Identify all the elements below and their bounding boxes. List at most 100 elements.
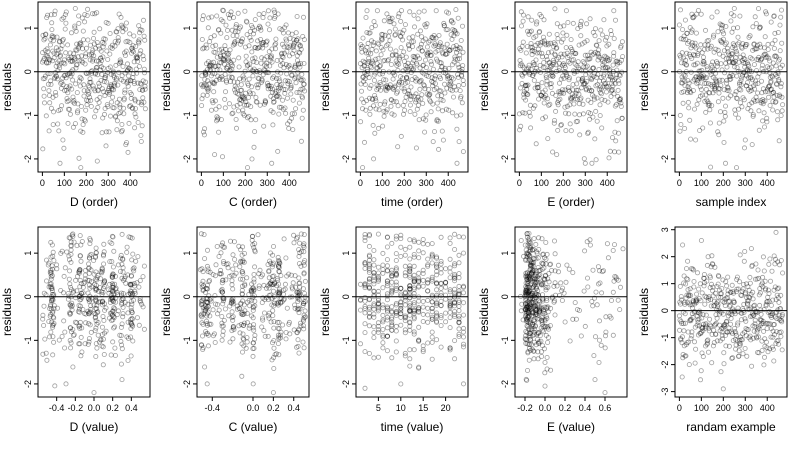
data-point bbox=[58, 85, 64, 91]
data-point bbox=[251, 66, 257, 72]
data-point bbox=[598, 342, 604, 348]
data-point bbox=[691, 52, 697, 58]
data-point bbox=[602, 390, 608, 396]
data-point bbox=[721, 118, 727, 124]
data-point bbox=[768, 278, 774, 284]
data-point bbox=[78, 41, 84, 47]
data-point bbox=[48, 12, 54, 18]
data-point bbox=[381, 18, 387, 24]
data-point bbox=[693, 30, 699, 36]
data-point bbox=[526, 31, 532, 37]
data-point bbox=[134, 55, 140, 61]
data-point bbox=[577, 97, 583, 103]
data-point bbox=[754, 68, 760, 74]
data-point bbox=[706, 38, 712, 44]
data-point bbox=[740, 52, 746, 58]
data-point bbox=[255, 25, 261, 31]
data-point bbox=[438, 234, 444, 240]
data-point bbox=[542, 370, 548, 376]
data-point bbox=[728, 76, 734, 82]
data-point bbox=[98, 64, 104, 70]
data-point bbox=[614, 58, 620, 64]
data-point bbox=[249, 84, 255, 90]
data-point bbox=[388, 46, 394, 52]
data-point bbox=[137, 80, 143, 86]
data-point bbox=[747, 88, 753, 94]
data-point bbox=[116, 11, 122, 17]
data-point bbox=[738, 82, 744, 88]
data-point bbox=[706, 101, 712, 107]
data-point bbox=[460, 334, 466, 340]
data-point bbox=[429, 329, 435, 335]
data-point bbox=[600, 62, 606, 68]
data-point bbox=[219, 154, 225, 160]
data-point bbox=[381, 108, 387, 114]
data-point bbox=[217, 53, 223, 59]
data-point bbox=[259, 76, 265, 82]
data-point bbox=[103, 129, 109, 135]
data-point bbox=[780, 102, 786, 108]
data-point bbox=[594, 302, 600, 308]
data-point bbox=[68, 54, 74, 60]
data-point bbox=[254, 82, 260, 88]
data-point bbox=[204, 381, 210, 387]
data-point bbox=[437, 68, 443, 74]
data-point bbox=[392, 83, 398, 89]
data-point bbox=[232, 41, 238, 47]
data-point bbox=[751, 62, 757, 68]
data-point bbox=[250, 91, 256, 97]
data-point bbox=[374, 61, 380, 67]
data-point bbox=[407, 363, 413, 369]
data-point bbox=[235, 108, 241, 114]
data-point bbox=[599, 56, 605, 62]
data-point bbox=[215, 115, 221, 121]
data-point bbox=[69, 58, 75, 64]
data-point bbox=[252, 129, 258, 135]
data-point bbox=[267, 63, 273, 69]
data-point bbox=[253, 68, 259, 74]
data-point bbox=[425, 319, 431, 325]
data-point bbox=[695, 270, 701, 276]
data-point bbox=[86, 261, 92, 267]
data-point bbox=[248, 104, 254, 110]
data-point bbox=[220, 328, 226, 334]
data-point bbox=[52, 383, 58, 389]
data-point bbox=[403, 75, 409, 81]
data-point bbox=[436, 44, 442, 50]
data-point bbox=[224, 35, 230, 41]
data-point bbox=[108, 82, 114, 88]
data-point bbox=[570, 20, 576, 26]
data-point bbox=[61, 73, 67, 79]
data-point bbox=[77, 74, 83, 80]
data-point bbox=[588, 88, 594, 94]
data-point bbox=[84, 102, 90, 108]
data-point bbox=[456, 260, 462, 266]
data-point bbox=[393, 251, 399, 257]
data-point bbox=[132, 111, 138, 117]
data-point bbox=[603, 54, 609, 60]
data-point bbox=[112, 345, 118, 351]
data-point bbox=[734, 65, 740, 71]
data-point bbox=[131, 283, 137, 289]
data-point bbox=[45, 49, 51, 55]
data-point bbox=[42, 48, 48, 54]
data-point bbox=[592, 377, 598, 383]
data-point bbox=[283, 22, 289, 28]
data-point bbox=[760, 254, 766, 260]
data-point bbox=[438, 344, 444, 350]
data-point bbox=[120, 29, 126, 35]
data-point bbox=[535, 85, 541, 91]
data-point bbox=[404, 76, 410, 82]
data-point bbox=[47, 42, 53, 48]
data-point bbox=[412, 55, 418, 61]
data-point bbox=[205, 25, 211, 31]
data-point bbox=[244, 32, 250, 38]
data-point bbox=[129, 48, 135, 54]
data-point bbox=[556, 262, 562, 268]
data-point bbox=[701, 61, 707, 67]
data-point bbox=[608, 88, 614, 94]
data-point bbox=[616, 130, 622, 136]
data-point bbox=[46, 128, 52, 134]
data-point bbox=[86, 270, 92, 276]
